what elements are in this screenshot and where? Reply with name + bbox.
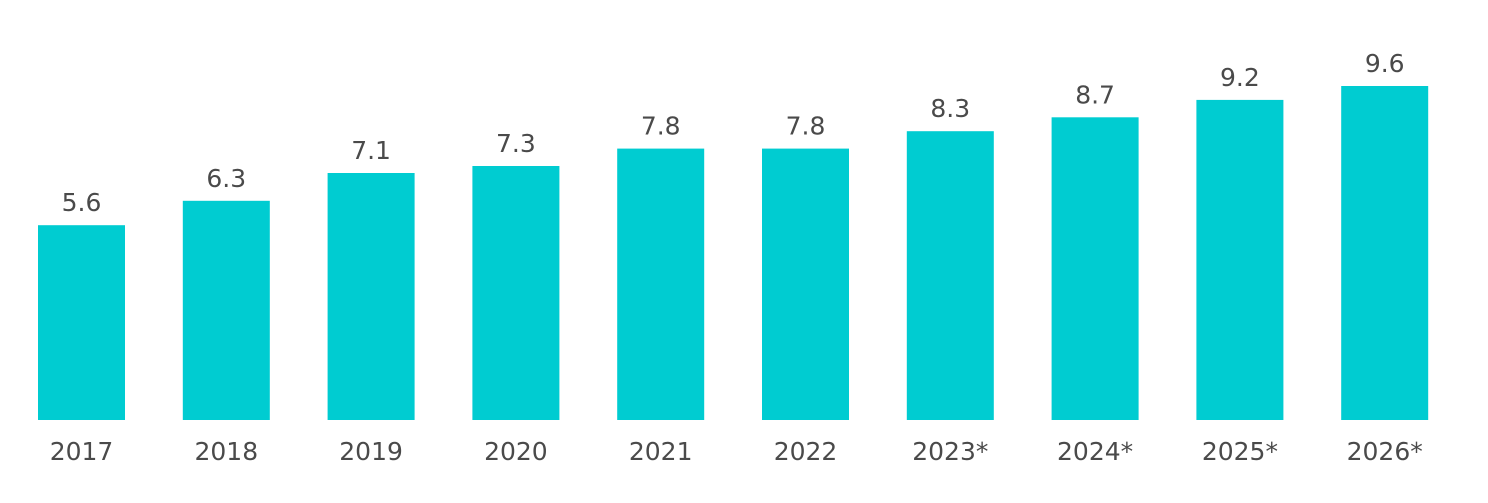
value-labels-group: 5.6 6.3 7.1 7.3 7.8 7.8 8.3 8.7 9.2 9.6: [62, 49, 1405, 217]
category-label: 2026*: [1347, 437, 1423, 466]
bar-2017: [38, 225, 125, 420]
bars-group: [38, 86, 1429, 421]
bar-2020: [472, 166, 560, 420]
bar-2019: [327, 173, 415, 420]
category-label: 2023*: [912, 437, 988, 466]
bar-value-label: 9.6: [1365, 49, 1405, 78]
category-label: 2025*: [1202, 437, 1278, 466]
bar-value-label: 8.3: [930, 94, 970, 123]
category-label: 2018: [194, 437, 258, 466]
bar-value-label: 7.1: [351, 136, 391, 165]
bar-2022: [762, 148, 849, 420]
bar-2021: [617, 148, 705, 420]
bar-value-label: 7.3: [496, 129, 536, 158]
bar-2026-forecast: [1341, 86, 1429, 420]
category-label: 2022: [774, 437, 838, 466]
bar-2025-forecast: [1196, 99, 1284, 421]
bar-value-label: 5.6: [62, 188, 102, 217]
bar-2024-forecast: [1051, 117, 1139, 421]
bar-2018: [182, 200, 270, 420]
bar-value-label: 8.7: [1075, 80, 1115, 109]
category-label: 2021: [629, 437, 693, 466]
bar-value-label: 9.2: [1220, 63, 1260, 92]
category-label: 2024*: [1057, 437, 1133, 466]
category-label: 2019: [339, 437, 403, 466]
bar-value-label: 6.3: [206, 164, 246, 193]
category-label: 2017: [50, 437, 114, 466]
bar-2023-forecast: [906, 131, 994, 420]
category-label: 2020: [484, 437, 548, 466]
category-labels-group: 2017 2018 2019 2020 2021 2022 2023* 2024* 2025* 2…: [50, 437, 1423, 466]
bar-value-label: 7.8: [786, 112, 826, 141]
bar-value-label: 7.8: [641, 112, 681, 141]
